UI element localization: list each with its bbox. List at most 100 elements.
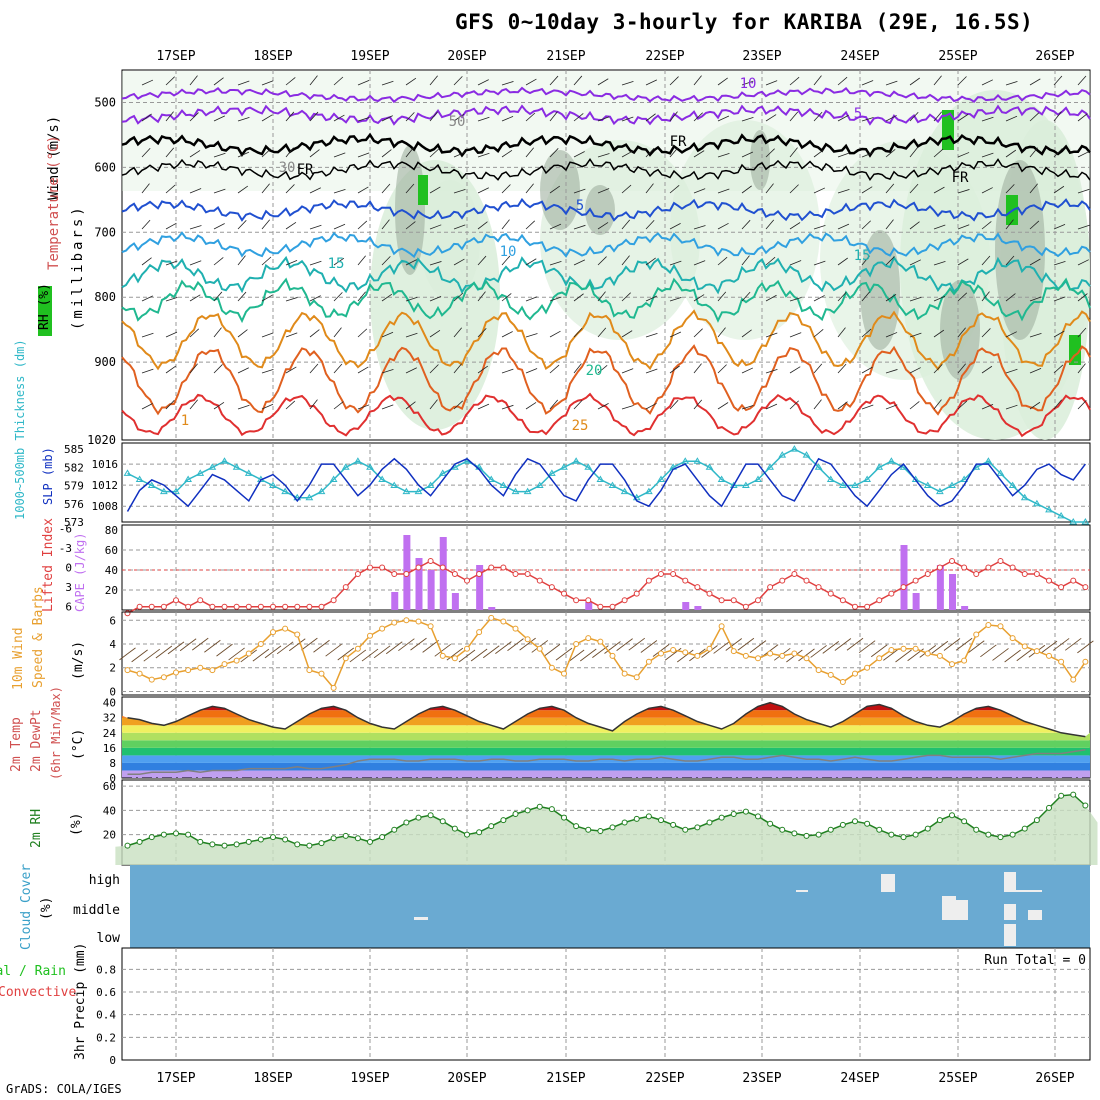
lifted-index-line-marker <box>439 564 446 571</box>
wind-barb <box>525 333 538 338</box>
slp-tick: 1016 <box>92 458 119 471</box>
wind-barb <box>765 114 777 122</box>
wind-barb <box>189 399 198 410</box>
precip-tick: 0.6 <box>96 986 116 999</box>
wind-barb <box>861 152 874 158</box>
wind-barb <box>765 368 778 374</box>
wind-speed-line-marker <box>318 670 325 677</box>
wind-barb <box>1053 261 1066 266</box>
wind-speed-line-marker <box>257 641 264 648</box>
date-label-bottom: 17SEP <box>156 1071 195 1086</box>
wind-speed-line-marker <box>573 641 580 648</box>
wind-barb <box>645 79 658 86</box>
thickness-line-marker <box>184 475 193 482</box>
wind-barb <box>422 640 439 653</box>
rh-line-marker <box>1046 804 1052 811</box>
wind-barb <box>333 363 343 374</box>
wind-barb <box>357 220 368 230</box>
rh-line-marker <box>391 826 398 833</box>
wind-barb <box>429 75 438 86</box>
contour-label: FR <box>952 170 969 186</box>
wind-barb <box>237 329 248 338</box>
contour-label: FR <box>297 162 314 178</box>
lifted-index-line-marker <box>779 577 786 584</box>
wind-speed-line-marker <box>548 664 555 671</box>
rh-line-marker <box>633 815 640 822</box>
wind-barb <box>276 641 294 655</box>
wind-barb <box>357 117 370 122</box>
lifted-index-line-marker <box>257 603 264 610</box>
wind10m-unit: (m/s) <box>71 641 86 680</box>
contour-line <box>121 392 1091 438</box>
wind-speed-line-marker <box>439 652 446 659</box>
wind-barb <box>597 291 606 302</box>
wind-barb <box>981 116 994 122</box>
cloud-label: Cloud Cover <box>19 864 34 950</box>
slp-line <box>126 457 1086 512</box>
thickness-line-marker <box>220 457 229 464</box>
contour-label: 10 <box>740 76 757 92</box>
wind-barb <box>549 223 562 230</box>
wind-barb <box>189 75 198 86</box>
wind-barb <box>645 113 656 122</box>
wind-barb <box>693 363 702 374</box>
wind-speed-line-marker <box>561 670 567 677</box>
wind-barb <box>765 403 778 410</box>
lifted-index-line-marker <box>973 571 980 578</box>
wind-barb <box>549 111 558 122</box>
rh-axis-label: RH (%) <box>37 283 52 330</box>
wind-barb <box>1053 111 1062 122</box>
wind-barb <box>405 112 415 122</box>
wind-speed-line-marker <box>791 650 798 657</box>
cape-bar <box>476 565 484 610</box>
thickness-line-marker <box>1045 505 1053 513</box>
rh-line-marker <box>354 835 361 842</box>
wind-speed-line-marker <box>609 652 616 659</box>
wind-speed-line-marker <box>1058 658 1065 665</box>
wind-barb <box>597 403 609 410</box>
wind-barb <box>1053 364 1064 374</box>
thickness-line-marker <box>1020 493 1029 501</box>
thickness-axis-label: 1000~500mb Thickness (dm) <box>13 339 27 520</box>
cape-bar <box>694 606 702 610</box>
wind-barb <box>640 640 658 653</box>
lifted-index-line-marker <box>961 564 968 571</box>
wind-barb <box>621 219 631 230</box>
wind-barb <box>713 641 730 654</box>
wind-barb <box>957 363 966 374</box>
wind-barb <box>981 152 994 158</box>
thickness-line-marker <box>596 475 605 482</box>
temp2m-unit: (°C) <box>71 729 86 760</box>
wind-barb <box>861 328 872 338</box>
thickness-line-marker <box>851 481 859 489</box>
wind-barb <box>645 295 658 302</box>
thickness-line-marker <box>123 469 132 476</box>
rh-line-marker <box>173 830 179 837</box>
wind-speed-line-marker <box>160 674 167 681</box>
wind-barb <box>669 223 681 230</box>
wind-speed-line-marker <box>233 657 240 664</box>
wind-barb <box>189 328 200 338</box>
wind-barb <box>213 327 222 338</box>
wind-barb <box>1053 148 1063 158</box>
rh-line-marker <box>330 835 337 842</box>
wind-barb <box>405 77 417 86</box>
wind-barb <box>237 291 247 302</box>
wind-barb <box>213 291 223 302</box>
wind10m-sub-label: Speed & Barbs <box>31 586 46 688</box>
lifted-index-line-marker <box>379 564 386 571</box>
wind-speed-line-marker <box>682 649 689 656</box>
wind-barb <box>549 261 562 266</box>
wind-barb <box>357 291 366 302</box>
wind-barb <box>333 189 346 194</box>
lifted-index-line-marker <box>1070 577 1077 584</box>
wind-barb <box>333 223 346 230</box>
pressure-tick: 900 <box>94 355 116 369</box>
wind-barb <box>885 294 897 302</box>
wind-speed-line-marker <box>197 664 204 671</box>
wind-barb <box>405 332 418 338</box>
wind-barb <box>285 297 298 302</box>
thickness-line-marker <box>390 481 399 489</box>
wind-barb <box>573 224 586 230</box>
